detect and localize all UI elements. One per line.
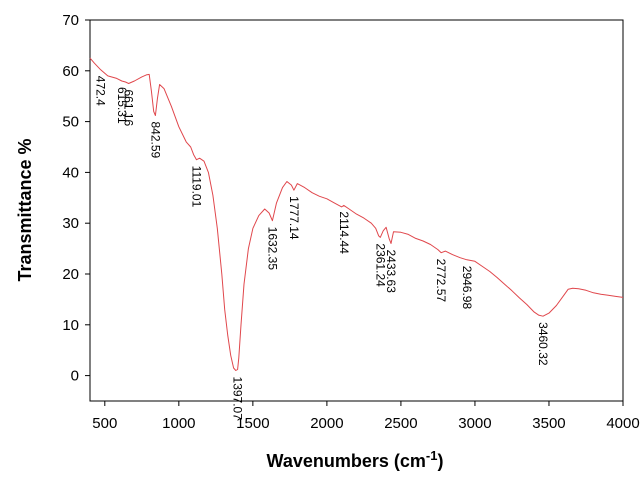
peak-label: 2433.63 <box>384 250 398 294</box>
x-axis-title-superscript: -1 <box>426 448 438 463</box>
x-axis-title-main: Wavenumbers (cm <box>267 451 426 471</box>
x-tick-label: 1000 <box>162 415 195 432</box>
y-tick-label: 60 <box>62 63 79 80</box>
peak-label: 2772.57 <box>434 259 448 303</box>
peak-label: 3460.32 <box>536 322 550 366</box>
x-tick-label: 1500 <box>236 415 269 432</box>
peak-label: 1632.35 <box>265 227 279 271</box>
y-tick-label: 40 <box>62 164 79 181</box>
x-axis-ticks: 500 1000 1500 2000 2500 3000 3500 4000 <box>92 401 640 432</box>
peak-label: 472.4 <box>94 76 108 106</box>
x-tick-label: 3500 <box>532 415 565 432</box>
y-tick-label: 20 <box>62 266 79 283</box>
x-tick-label: 3000 <box>458 415 491 432</box>
peak-label: 2114.44 <box>337 211 351 254</box>
y-tick-label: 50 <box>62 114 79 131</box>
peak-label: 842.59 <box>148 122 162 159</box>
y-tick-label: 10 <box>62 317 79 334</box>
peak-label: 2361.24 <box>373 243 387 287</box>
peak-label: 1119.01 <box>189 166 203 208</box>
x-tick-label: 2500 <box>384 415 417 432</box>
y-tick-label: 30 <box>62 215 79 232</box>
y-tick-label: 70 <box>62 12 79 29</box>
y-tick-label: 0 <box>71 368 79 385</box>
y-axis-ticks: 0 10 20 30 40 50 60 70 <box>62 12 90 385</box>
x-tick-label: 2000 <box>310 415 343 432</box>
peak-label: 1397.07 <box>231 377 245 421</box>
y-axis-title: Transmittance % <box>15 138 35 281</box>
x-axis-title: Wavenumbers (cm-1) <box>267 448 444 471</box>
peak-label: 661.16 <box>122 90 136 127</box>
x-tick-label: 4000 <box>606 415 639 432</box>
peak-label: 1777.14 <box>287 196 301 240</box>
peak-label: 615.31 <box>115 87 129 124</box>
peak-label: 2946.98 <box>460 266 474 310</box>
x-axis-title-close: ) <box>437 451 443 471</box>
transmittance-series-line <box>89 57 624 371</box>
plot-frame <box>89 19 624 402</box>
x-tick-label: 500 <box>92 415 117 432</box>
